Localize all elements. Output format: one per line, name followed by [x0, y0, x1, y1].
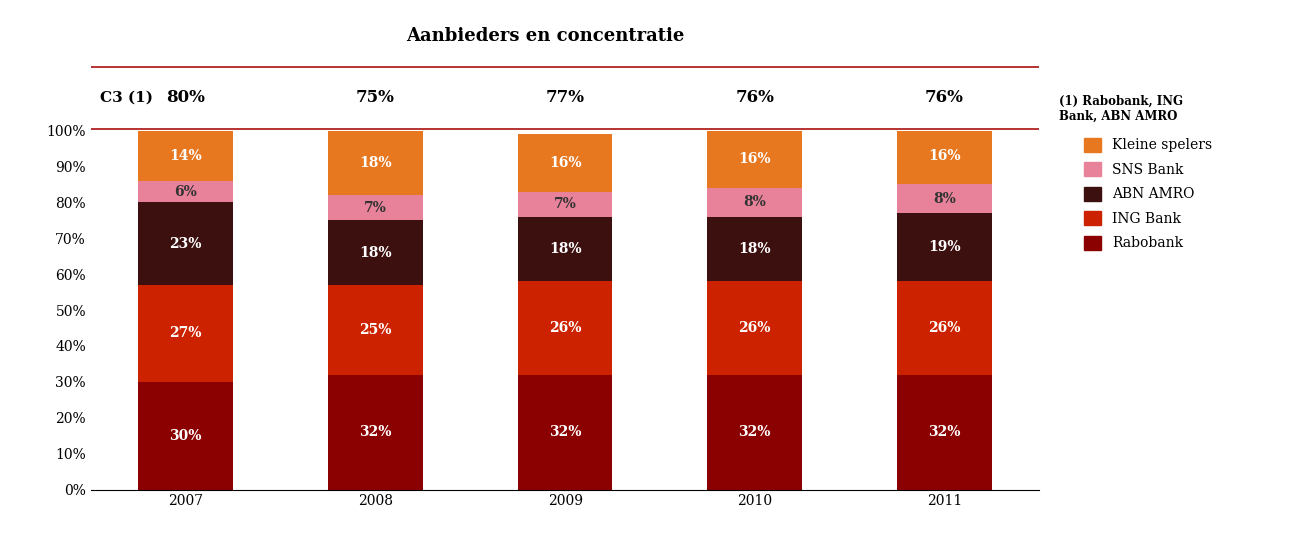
Text: 14%: 14%	[169, 149, 203, 163]
Text: 18%: 18%	[359, 156, 392, 170]
Text: 30%: 30%	[169, 429, 203, 443]
Text: 32%: 32%	[359, 425, 392, 439]
Bar	[327, 131, 422, 195]
Text: Aanbieders en concentratie: Aanbieders en concentratie	[407, 27, 685, 45]
Bar	[707, 375, 801, 490]
Bar	[896, 213, 991, 281]
Bar	[896, 184, 991, 213]
Text: 26%: 26%	[738, 321, 772, 335]
Text: 26%: 26%	[927, 321, 961, 335]
Bar	[138, 202, 234, 285]
Text: 26%: 26%	[548, 321, 582, 335]
Bar	[517, 134, 612, 191]
Bar	[517, 281, 612, 375]
Text: 23%: 23%	[169, 237, 203, 251]
Text: 8%: 8%	[743, 195, 766, 209]
Bar	[707, 281, 801, 375]
Bar	[517, 217, 612, 281]
Bar	[517, 191, 612, 217]
Text: 77%: 77%	[546, 89, 585, 107]
Text: 19%: 19%	[927, 240, 961, 254]
Text: C3 (1): C3 (1)	[100, 91, 153, 105]
Text: 16%: 16%	[738, 152, 772, 166]
Text: 32%: 32%	[738, 425, 772, 439]
Text: 18%: 18%	[359, 246, 392, 259]
Text: 18%: 18%	[738, 242, 772, 256]
Text: (1) Rabobank, ING
Bank, ABN AMRO: (1) Rabobank, ING Bank, ABN AMRO	[1059, 95, 1182, 123]
Bar	[138, 285, 234, 382]
Bar	[138, 181, 234, 202]
Bar	[707, 131, 801, 188]
Bar	[707, 188, 801, 217]
Bar	[327, 220, 422, 285]
Text: 76%: 76%	[735, 89, 774, 107]
Bar	[896, 127, 991, 184]
Text: 6%: 6%	[174, 184, 197, 199]
Bar	[327, 195, 422, 220]
Bar	[896, 281, 991, 375]
Bar	[896, 375, 991, 490]
Text: 75%: 75%	[356, 89, 395, 107]
Text: 18%: 18%	[548, 242, 582, 256]
Text: 80%: 80%	[166, 89, 205, 107]
Text: 32%: 32%	[927, 425, 961, 439]
Bar	[138, 131, 234, 181]
Text: 7%: 7%	[364, 201, 387, 215]
Text: 16%: 16%	[927, 149, 961, 163]
Text: 8%: 8%	[933, 192, 956, 206]
Legend: Kleine spelers, SNS Bank, ABN AMRO, ING Bank, Rabobank: Kleine spelers, SNS Bank, ABN AMRO, ING …	[1085, 138, 1212, 250]
Bar	[517, 375, 612, 490]
Text: 16%: 16%	[548, 156, 582, 170]
Bar	[327, 285, 422, 375]
Bar	[327, 375, 422, 490]
Text: 27%: 27%	[169, 326, 203, 341]
Text: 7%: 7%	[553, 197, 577, 211]
Text: 25%: 25%	[359, 323, 392, 337]
Text: 76%: 76%	[925, 89, 964, 107]
Bar	[707, 217, 801, 281]
Bar	[138, 382, 234, 490]
Text: 32%: 32%	[548, 425, 582, 439]
